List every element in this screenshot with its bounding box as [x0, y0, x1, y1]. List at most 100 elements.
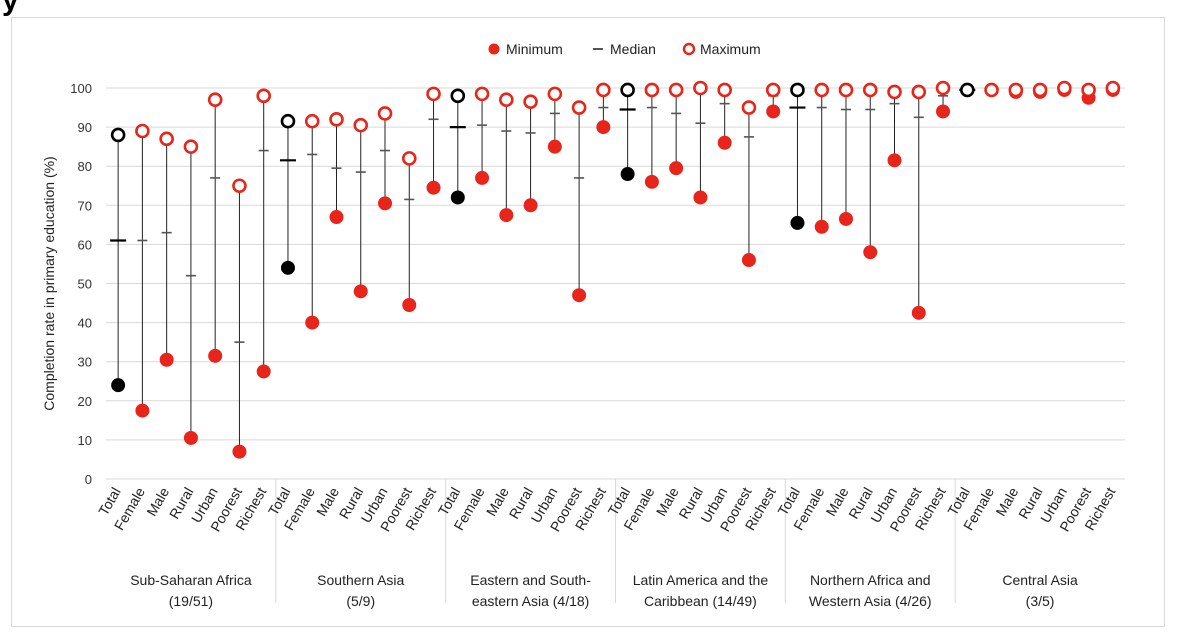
legend-median-label: Median	[610, 41, 656, 57]
maximum-marker	[959, 82, 975, 98]
maximum-marker	[353, 117, 369, 133]
maximum-marker	[862, 82, 878, 98]
y-tick-label: 0	[85, 472, 92, 487]
minimum-marker	[863, 245, 878, 260]
minimum-marker	[232, 444, 247, 459]
minimum-marker	[159, 352, 174, 367]
minimum-marker	[936, 104, 951, 119]
maximum-marker	[1105, 80, 1121, 96]
minimum-marker	[911, 305, 926, 320]
group-label-line2: (5/9)	[346, 593, 375, 609]
maximum-marker	[984, 82, 999, 98]
group-label-line2: (19/51)	[169, 593, 213, 609]
maximum-marker	[911, 84, 927, 100]
minimum-marker	[208, 348, 223, 363]
maximum-marker	[426, 86, 441, 102]
minimum-marker	[838, 211, 853, 226]
maximum-marker	[1032, 82, 1048, 98]
minimum-marker	[426, 180, 441, 195]
maximum-marker	[499, 92, 514, 108]
y-tick-label: 80	[78, 159, 92, 174]
minimum-marker	[475, 170, 490, 185]
group-label-line2: Western Asia (4/26)	[809, 593, 932, 609]
minimum-marker	[499, 208, 514, 223]
minimum-marker	[450, 190, 465, 205]
legend-minimum-icon	[488, 43, 500, 55]
group-label-line1: Southern Asia	[317, 572, 404, 588]
minimum-marker	[887, 153, 902, 168]
group-label-line1: Central Asia	[1002, 572, 1078, 588]
maximum-marker	[693, 80, 708, 96]
page-title-fragment: y	[2, 0, 19, 17]
minimum-marker	[402, 298, 417, 313]
legend-maximum-label: Maximum	[700, 41, 761, 57]
maximum-marker	[474, 86, 490, 102]
minimum-marker	[766, 104, 781, 119]
maximum-marker	[256, 88, 272, 104]
maximum-marker	[547, 86, 563, 102]
minimum-marker	[790, 215, 805, 230]
maximum-marker	[814, 82, 830, 98]
group-label-line1: Northern Africa and	[810, 572, 931, 588]
maximum-marker	[1057, 80, 1072, 96]
maximum-marker	[596, 82, 611, 98]
maximum-marker	[280, 113, 296, 129]
maximum-marker	[110, 127, 126, 143]
maximum-marker	[620, 82, 635, 98]
y-axis-title: Completion rate in primary education (%)	[41, 156, 57, 410]
minimum-marker	[135, 403, 150, 418]
maximum-marker	[159, 131, 174, 147]
minimum-marker	[741, 253, 756, 268]
group-label-line1: Sub-Saharan Africa	[130, 572, 252, 588]
y-tick-label: 30	[78, 355, 92, 370]
minimum-marker	[693, 190, 708, 205]
group-label-line2: eastern Asia (4/18)	[472, 593, 590, 609]
minimum-marker	[669, 161, 684, 176]
maximum-marker	[450, 88, 466, 104]
minimum-marker	[644, 174, 659, 189]
minimum-marker	[620, 167, 635, 182]
minimum-marker	[353, 284, 368, 299]
maximum-marker	[401, 151, 417, 166]
maximum-marker	[741, 100, 757, 115]
maximum-marker	[377, 106, 393, 121]
chart-frame: 0 10 20 30 40 50 60 70 80 90 100 Completion rate in…	[11, 17, 1165, 627]
maximum-marker	[329, 111, 344, 127]
minimum-marker	[717, 135, 732, 150]
minimum-marker	[305, 315, 320, 330]
maximum-marker	[304, 113, 320, 129]
y-tick-label: 20	[78, 394, 92, 409]
maximum-marker	[207, 92, 223, 108]
maximum-marker	[644, 82, 660, 98]
maximum-marker	[135, 123, 150, 139]
maximum-marker	[935, 80, 951, 96]
maximum-marker	[717, 82, 732, 98]
group-label-line2: Caribbean (14/49)	[644, 593, 757, 609]
group-label-line1: Eastern and South-	[470, 572, 591, 588]
minimum-marker	[596, 120, 611, 135]
maximum-marker	[523, 94, 538, 109]
minimum-marker	[183, 430, 198, 445]
minimum-marker	[111, 378, 126, 393]
group-label-line1: Latin America and the	[633, 572, 769, 588]
minimum-marker	[378, 196, 393, 211]
y-tick-label: 40	[78, 316, 92, 331]
maximum-marker	[765, 82, 781, 98]
y-tick-label: 100	[70, 81, 92, 96]
minimum-marker	[523, 198, 538, 213]
minimum-marker	[814, 219, 829, 234]
maximum-marker	[838, 82, 854, 98]
y-tick-label: 70	[78, 198, 92, 213]
maximum-marker	[571, 100, 587, 115]
maximum-marker	[790, 82, 805, 98]
maximum-marker	[232, 178, 247, 194]
minimum-marker	[547, 139, 562, 154]
chart-svg: 0 10 20 30 40 50 60 70 80 90 100 Completion rate in…	[41, 41, 1125, 609]
y-tick-label: 90	[78, 120, 92, 135]
minimum-marker	[256, 364, 271, 379]
maximum-marker	[183, 139, 199, 154]
legend-maximum-icon	[682, 42, 696, 56]
y-tick-label: 10	[78, 433, 92, 448]
minimum-marker	[572, 288, 587, 303]
maximum-marker	[668, 82, 684, 98]
